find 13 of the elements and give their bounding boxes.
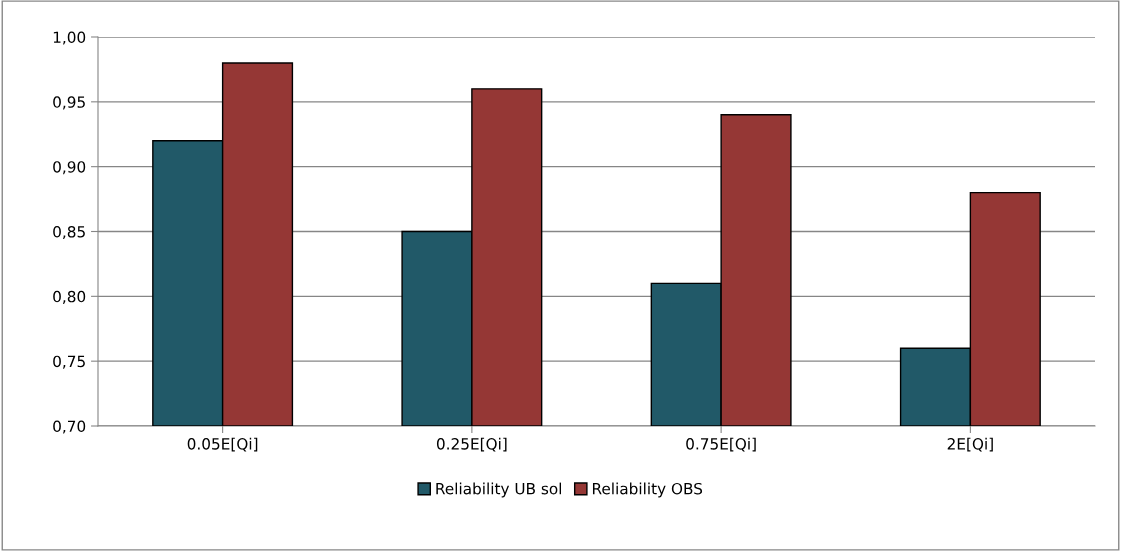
y-tick-label: 0,70 — [53, 420, 86, 434]
x-tick-label: 2E[Qi] — [947, 437, 993, 452]
x-tick-label: 0.75E[Qi] — [686, 437, 756, 452]
y-tick-label: 0,75 — [53, 355, 85, 369]
y-tick-label: 0,85 — [53, 225, 85, 240]
y-tick-label: 1,00 — [53, 31, 86, 45]
x-tick-label: 0.05E[Qi] — [187, 437, 258, 452]
legend-label: Reliability OBS — [592, 482, 703, 498]
legend-label: Reliability UB sol — [436, 482, 562, 498]
y-tick-label: 0,80 — [53, 290, 86, 304]
y-tick-label: 0,95 — [53, 96, 85, 110]
y-tick-label: 0,90 — [53, 161, 86, 175]
x-tick-label: 0.25E[Qi] — [436, 437, 507, 452]
